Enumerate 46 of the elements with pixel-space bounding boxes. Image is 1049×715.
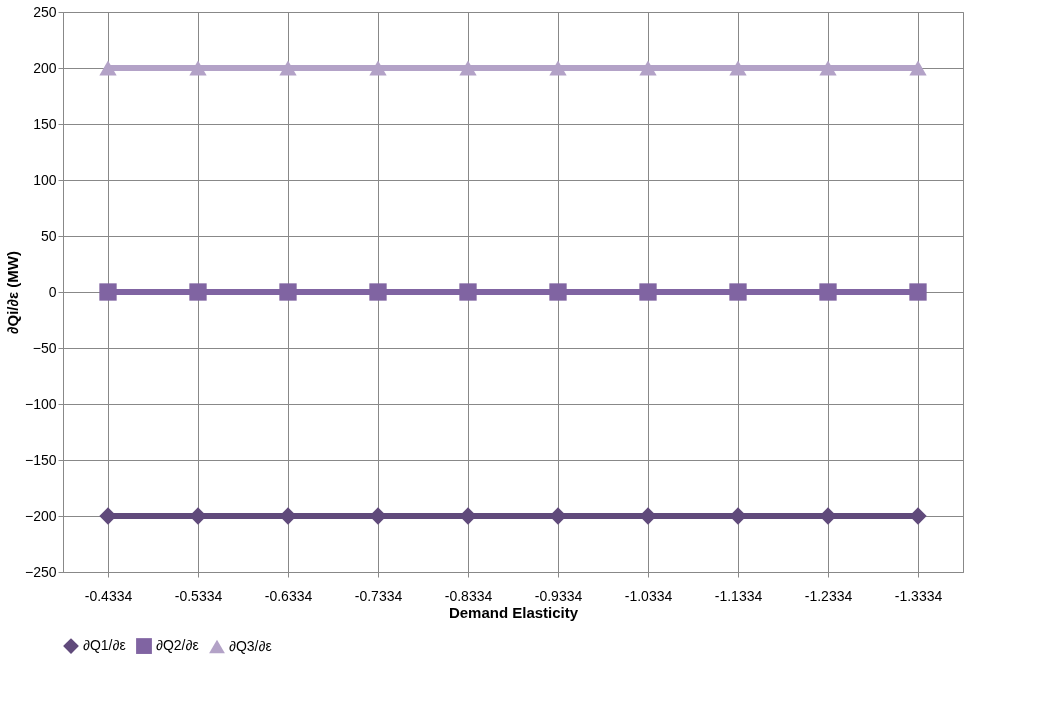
point: [639, 283, 657, 301]
point: [639, 60, 657, 76]
y-tick-label: −50: [32, 339, 57, 356]
y-tick-label: 100: [33, 171, 57, 188]
y-tick-label: −200: [24, 507, 57, 524]
x-tick-label: -0.7334: [354, 587, 403, 604]
x-tick-label: -1.3334: [894, 587, 943, 604]
y-tick-label: 50: [40, 227, 57, 244]
point: [189, 60, 207, 76]
point: [459, 283, 477, 301]
legend-label: ∂Q3/∂ε: [229, 637, 272, 654]
point: [279, 283, 297, 301]
y-tick-label: 200: [33, 59, 57, 76]
point: [909, 283, 927, 301]
x-tick-label: -1.1334: [714, 587, 763, 604]
x-tick-label: -1.2334: [804, 587, 853, 604]
legend-label: ∂Q2/∂ε: [156, 637, 199, 654]
point: [369, 60, 387, 76]
y-tick-label: 0: [48, 283, 57, 300]
point: [99, 60, 117, 76]
y-tick-label: 250: [33, 3, 57, 20]
point: [729, 283, 747, 301]
point: [819, 60, 837, 76]
x-tick-label: -0.4334: [84, 587, 133, 604]
y-tick-label: −100: [24, 395, 57, 412]
y-tick-label: −150: [24, 451, 57, 468]
point: [279, 60, 297, 76]
point: [819, 283, 837, 301]
y-tick-label: 150: [33, 115, 57, 132]
point: [729, 60, 747, 76]
x-tick-label: -0.8334: [444, 587, 493, 604]
y-tick-label: −250: [24, 563, 57, 580]
point: [549, 283, 567, 301]
point: [909, 60, 927, 76]
point: [189, 283, 207, 301]
point: [369, 283, 387, 301]
x-tick-label: -0.6334: [264, 587, 313, 604]
x-tick-label: -0.5334: [174, 587, 223, 604]
x-tick-label: -0.9334: [534, 587, 583, 604]
x-tick-label: -1.0334: [624, 587, 673, 604]
point: [549, 60, 567, 76]
y-axis-title: ∂Qi/∂ε (MW): [3, 251, 21, 334]
point: [99, 283, 117, 301]
x-axis-title: Demand Elasticity: [448, 603, 579, 621]
point: [459, 60, 477, 76]
legend-label: ∂Q1/∂ε: [83, 637, 126, 654]
